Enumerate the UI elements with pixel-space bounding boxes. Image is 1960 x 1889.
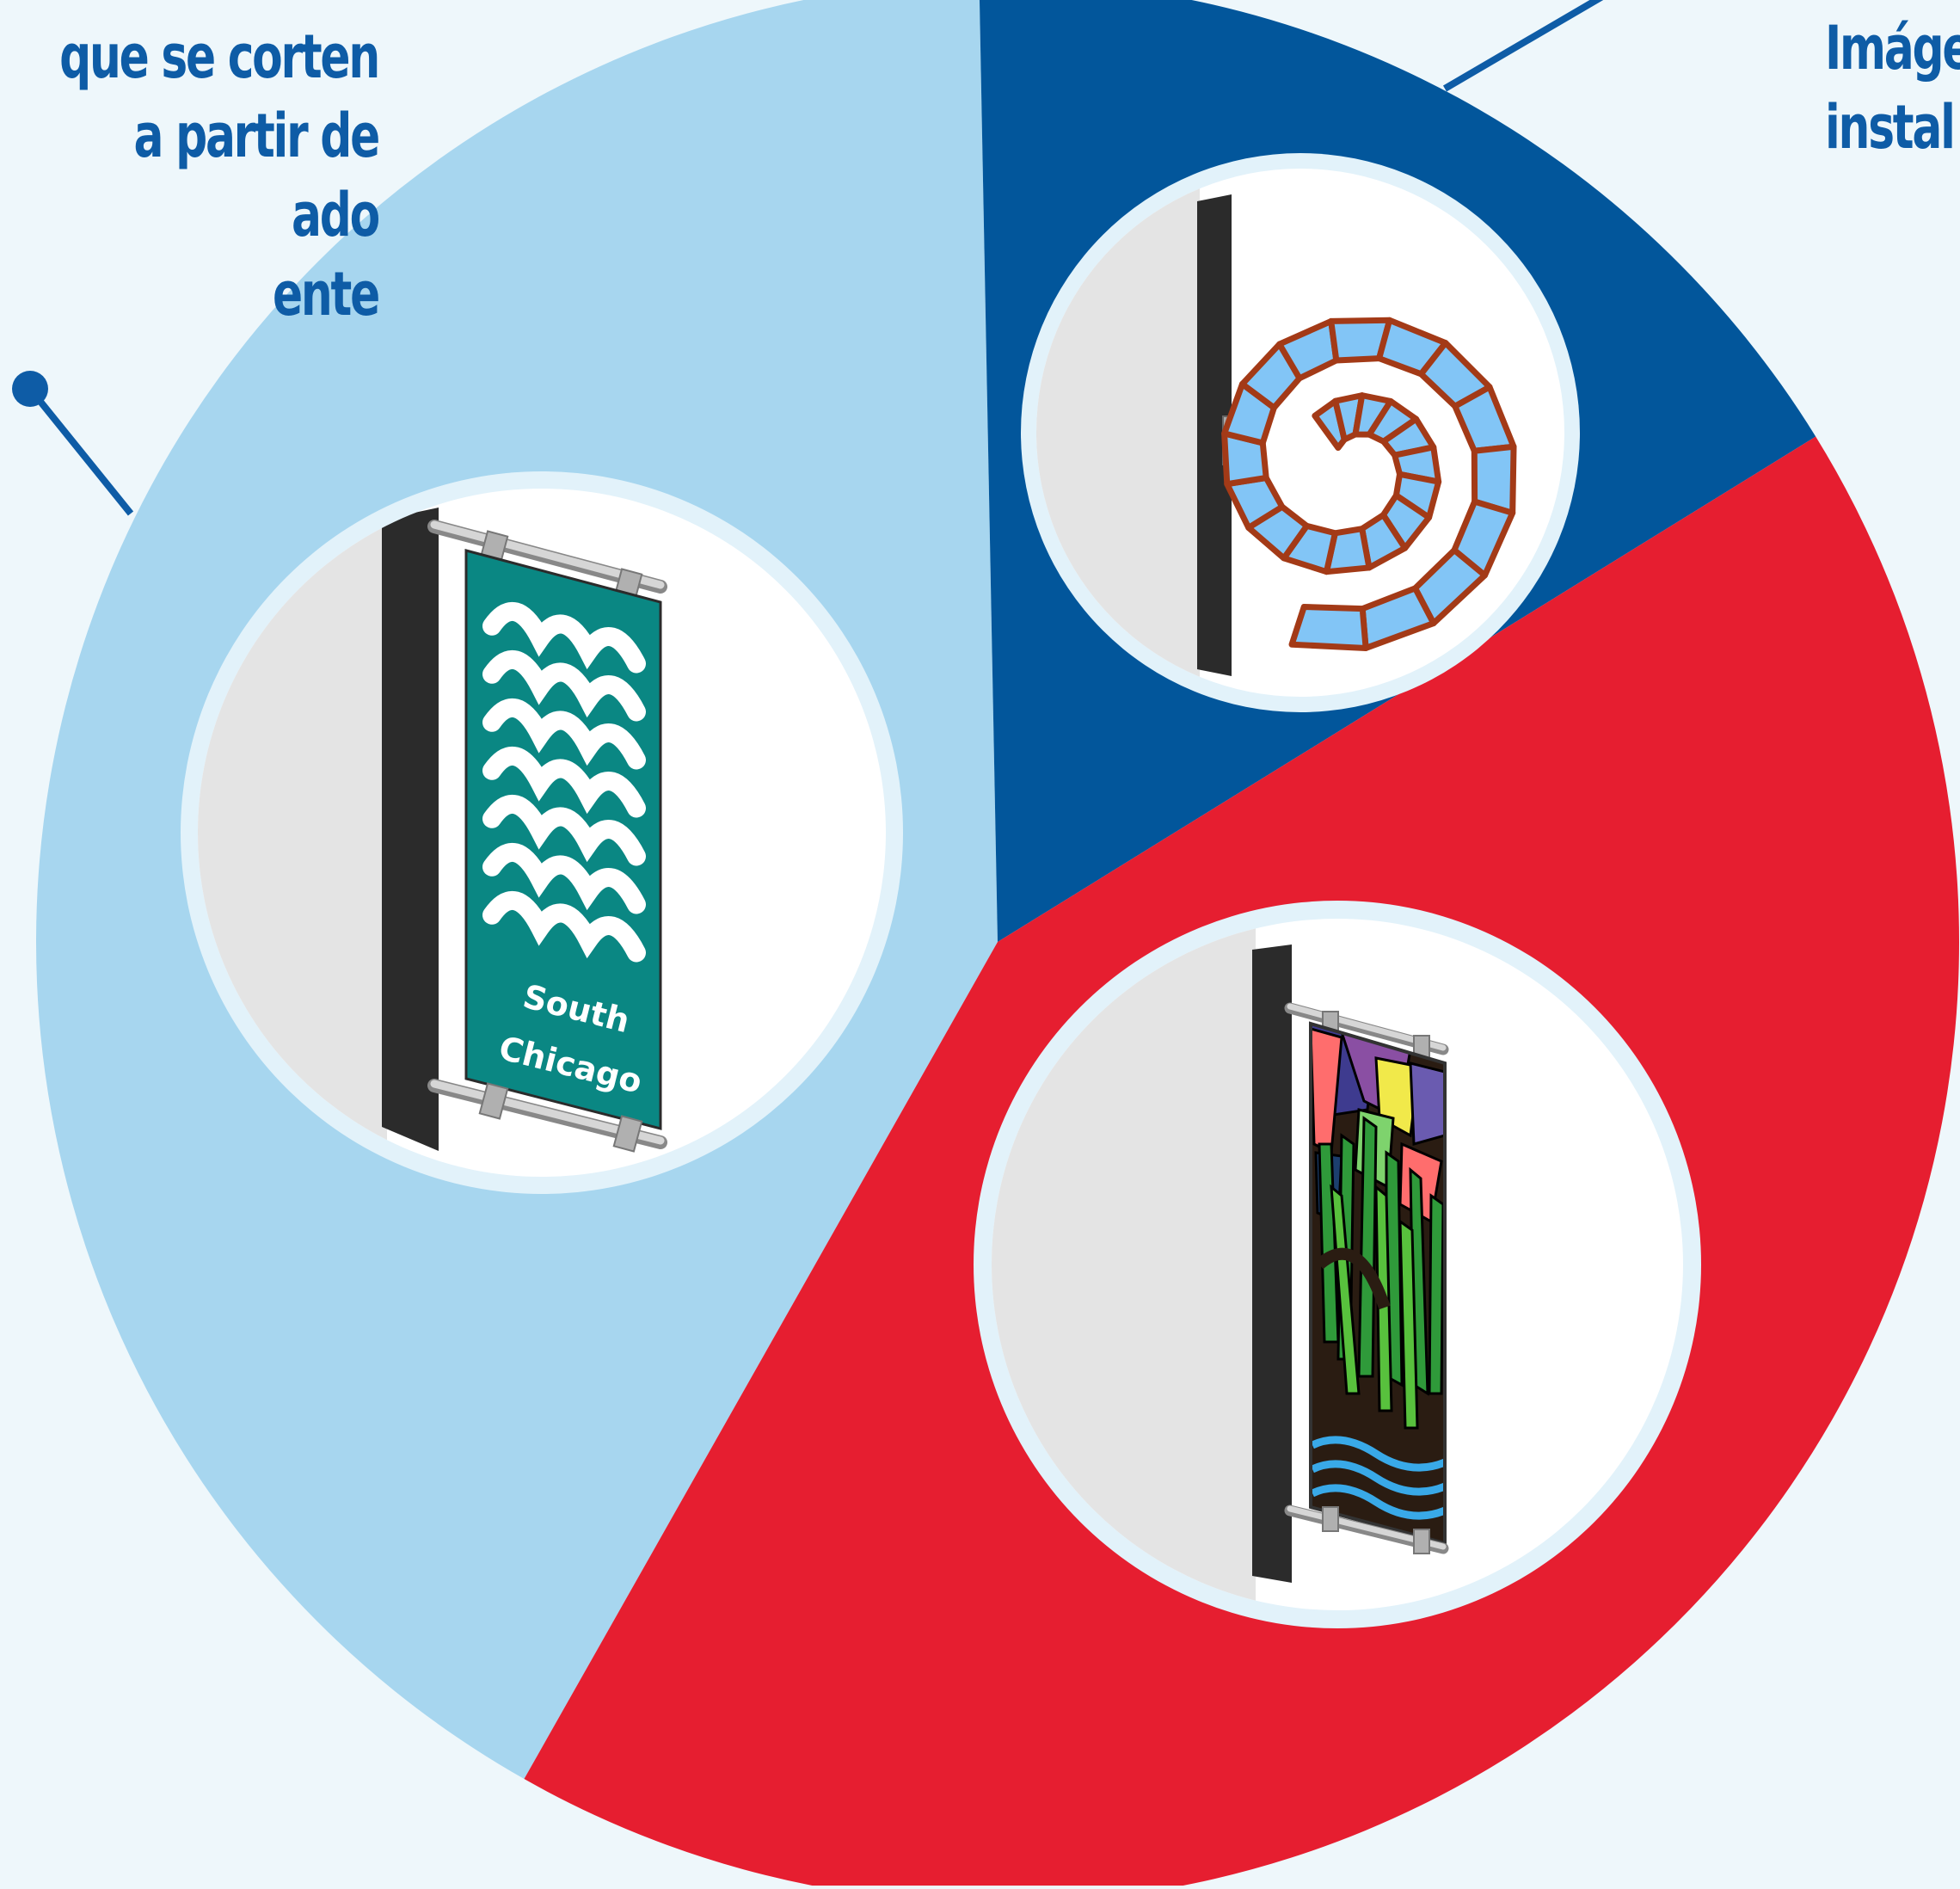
spiral-sign-icon [1221,317,1517,651]
callout-leaders [12,0,1604,516]
left-leader-line [27,386,134,516]
grass-banner-icon [1311,1024,1445,1543]
spiral-mosaic-inset [1021,153,1580,712]
rod-icon [1284,1504,1449,1554]
left-callout-line-3: ado [292,180,380,250]
left-callout-line-2: a partir de [133,101,381,171]
left-leader-dot [12,371,48,407]
left-callout-line-1: que se corten [59,22,380,92]
wave-pattern-icon [482,601,646,963]
pole-icon [1197,194,1232,676]
pole-icon [382,508,439,1151]
right-callout-line-1: Imáge [1825,13,1960,83]
south-chicago-banner-inset: South Chicago [181,471,903,1194]
rod-icon [427,1079,667,1153]
right-callout-line-2: instal [1825,92,1956,163]
right-callout-label: Imáge instal [1825,9,1960,167]
left-callout-label: que se corten a partir de ado ente [22,17,381,334]
left-callout-line-4: ente [272,259,380,329]
rod-icon [427,520,667,606]
pole-icon [1252,944,1292,1583]
right-leader-line [1442,0,1604,92]
